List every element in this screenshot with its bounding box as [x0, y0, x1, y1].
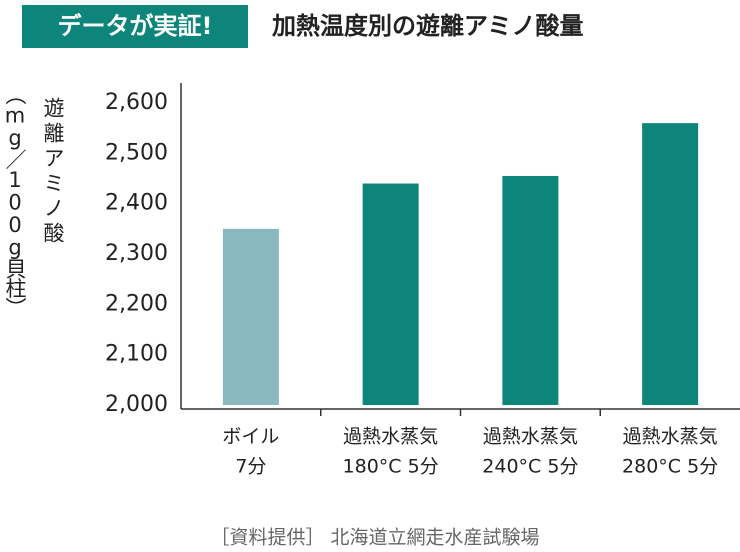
- y-tick-label: 2,000: [105, 392, 168, 417]
- y-tick-label: 2,600: [105, 90, 168, 115]
- x-tick-label: ボイル: [222, 426, 279, 448]
- y-tick-label: 2,300: [105, 241, 168, 266]
- y-tick-label: 2,400: [105, 191, 168, 216]
- x-tick-label: 7分: [235, 456, 266, 478]
- x-tick-label: 280°C 5分: [622, 456, 718, 478]
- bar: [642, 123, 699, 405]
- bar: [362, 183, 419, 405]
- bar: [222, 228, 279, 405]
- y-label: 遊離アミノ酸: [41, 97, 65, 247]
- source: ［資料提供］ 北海道立網走水産試験場: [210, 527, 539, 549]
- badge: データが実証!: [58, 12, 213, 40]
- x-tick-label: 過熱水蒸気: [623, 426, 718, 448]
- chart-title: 加熱温度別の遊離アミノ酸量: [272, 12, 584, 40]
- x-tick-label: 過熱水蒸気: [343, 426, 438, 448]
- y-label-unit: （mg／100g貝柱）: [3, 84, 27, 317]
- bar: [502, 175, 559, 405]
- badge-bg: [22, 5, 248, 48]
- x-tick-label: 240°C 5分: [482, 456, 578, 478]
- y-tick-label: 2,200: [105, 291, 168, 316]
- y-tick-label: 2,100: [105, 342, 168, 367]
- y-tick-label: 2,500: [105, 140, 168, 165]
- x-tick-label: 過熱水蒸気: [483, 426, 578, 448]
- x-tick-label: 180°C 5分: [343, 456, 439, 478]
